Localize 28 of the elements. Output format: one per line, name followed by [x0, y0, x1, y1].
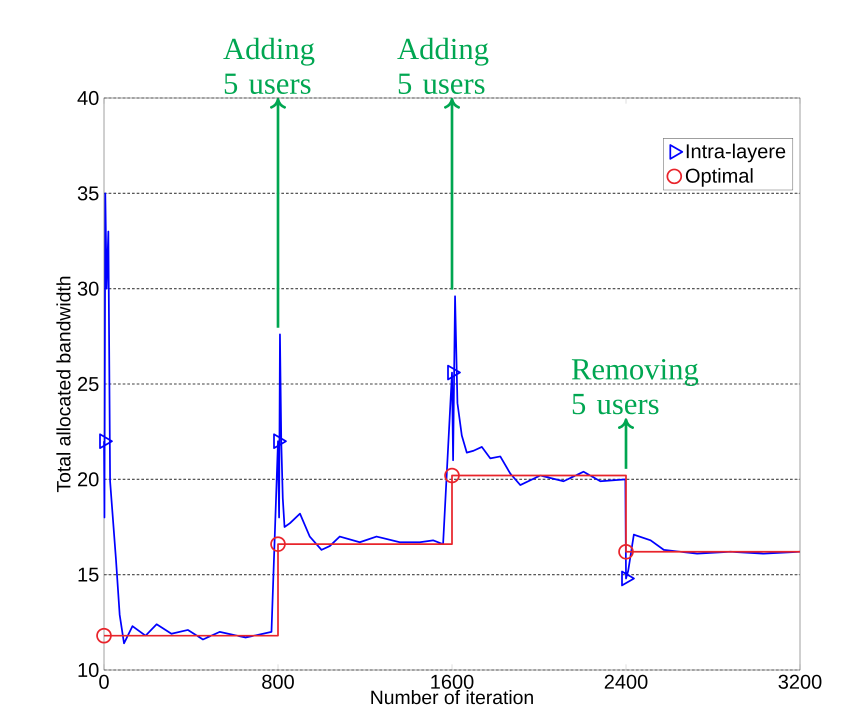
x-axis-title: Number of iteration: [371, 690, 533, 704]
point: [270, 536, 286, 552]
y-tick-label: 10: [78, 662, 98, 678]
line-series: [103, 192, 801, 644]
point: [99, 433, 113, 449]
point: [618, 544, 634, 560]
point: [444, 468, 460, 484]
annotation: Removing 5 users: [572, 359, 698, 414]
y-tick-label: 25: [78, 376, 98, 392]
x-tick-label: 0: [99, 674, 109, 689]
point: [621, 570, 635, 586]
y-tick-label: 30: [78, 282, 98, 296]
point: [96, 628, 112, 644]
x-tick-label: 2400: [604, 674, 648, 689]
annotation: Adding 5 users: [223, 38, 314, 94]
x-tick-label: 1600: [431, 674, 474, 689]
y-tick-label: 35: [78, 186, 98, 200]
y-axis-title: Total allocated bandwidth: [56, 276, 71, 492]
y-tick-label: 15: [78, 568, 98, 582]
point: [447, 364, 461, 380]
legend-label: Optimal: [686, 168, 753, 187]
legend-label: Intra-layere: [686, 144, 786, 162]
annotation: Adding 5 users: [397, 38, 488, 94]
x-tick-label: 800: [262, 674, 294, 689]
y-tick-label: 40: [78, 90, 98, 106]
y-tick-label: 20: [78, 472, 98, 486]
x-tick-label: 3200: [778, 674, 822, 689]
point: [273, 433, 287, 449]
